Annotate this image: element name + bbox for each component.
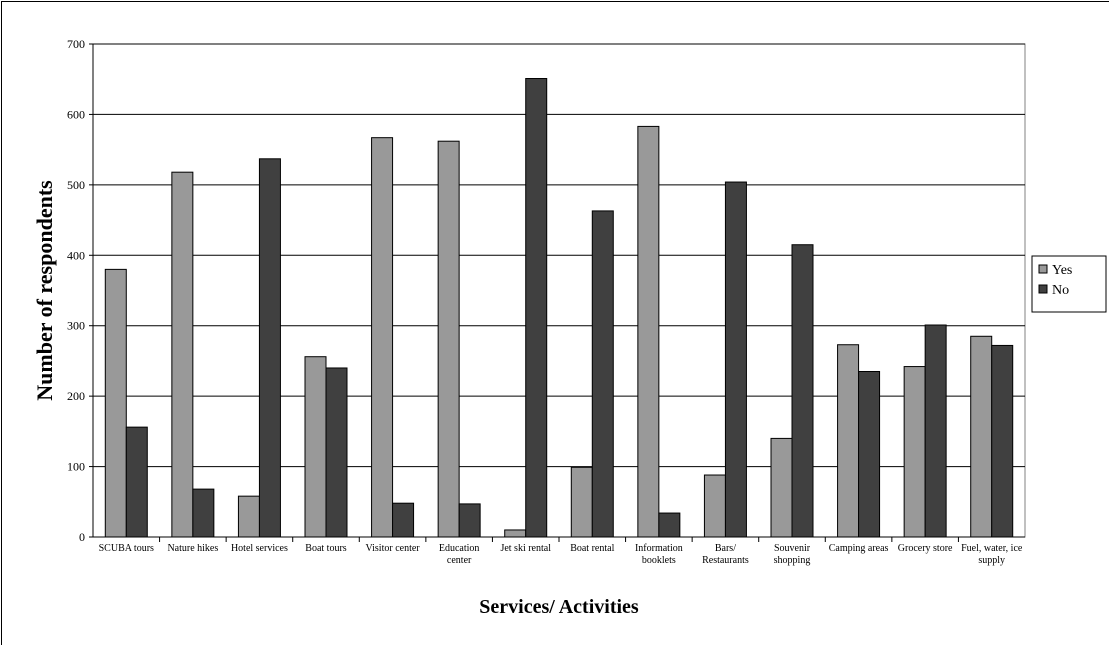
bar-no — [525, 78, 548, 538]
y-tick-label: 0 — [79, 530, 85, 544]
x-tick-label: Bars/Restaurants — [702, 543, 749, 566]
legend: Yes No — [1031, 255, 1107, 313]
bar-no — [924, 324, 947, 538]
bar-yes — [970, 335, 993, 538]
bar-yes — [570, 466, 593, 538]
y-tick-label: 100 — [67, 460, 85, 474]
x-tick-label: Fuel, water, ice supply — [961, 543, 1023, 566]
x-tick-label: Visitor center — [366, 543, 421, 554]
bar-no — [724, 181, 747, 538]
x-tick-label: Grocery store — [898, 543, 953, 554]
bar-no — [125, 426, 148, 538]
bars-group — [104, 78, 1014, 538]
bar-no — [192, 488, 215, 538]
bar-no — [392, 502, 415, 538]
bar-yes — [837, 344, 860, 538]
bar-yes — [770, 437, 793, 538]
bar-yes — [371, 137, 394, 538]
y-tick-label: 400 — [67, 248, 85, 262]
bar-no — [258, 158, 281, 538]
x-axis-title: Services/ Activities — [479, 596, 639, 618]
x-tick-label: Hotel services — [231, 543, 288, 554]
plot-area — [92, 43, 1026, 538]
x-tick-label: Jet ski rental — [500, 543, 551, 554]
bar-yes — [703, 474, 726, 538]
y-tick-label: 300 — [67, 319, 85, 333]
bar-no — [658, 512, 681, 538]
y-axis: 0 100 200 300 400 500 600 700 — [67, 37, 94, 544]
x-tick-label: Education center — [439, 543, 480, 566]
y-tick-label: 600 — [67, 107, 85, 121]
bar-yes — [637, 125, 660, 538]
legend-label-yes: Yes — [1052, 263, 1072, 278]
bar-no — [791, 244, 814, 538]
y-tick-label: 700 — [67, 37, 85, 51]
legend-swatch-no — [1038, 284, 1048, 294]
bar-yes — [171, 171, 194, 538]
x-tick-label: Boat rental — [570, 543, 614, 554]
bar-yes — [237, 495, 260, 538]
legend-swatch-yes — [1038, 264, 1048, 274]
bar-no — [858, 370, 881, 538]
bar-yes — [504, 529, 527, 538]
x-tick-label: Camping areas — [829, 543, 889, 554]
x-tick-label: Souvenir shopping — [774, 543, 811, 566]
x-tick-label: Nature hikes — [167, 543, 218, 554]
y-tick-label: 500 — [67, 178, 85, 192]
x-tick-label: Boat tours — [305, 543, 346, 554]
bar-no — [325, 367, 348, 538]
bar-no — [458, 503, 481, 538]
x-axis: SCUBA tours Nature hikes Hotel services Boa… — [93, 536, 1025, 566]
bar-yes — [437, 140, 460, 538]
bar-yes — [903, 366, 926, 538]
bar-no — [991, 344, 1014, 538]
y-axis-title: Number of respondents — [32, 180, 57, 401]
x-tick-label: SCUBA tours — [99, 543, 154, 554]
y-tick-label: 200 — [67, 389, 85, 403]
bar-yes — [304, 356, 327, 538]
x-tick-label: Information booklets — [635, 543, 683, 566]
bar-no — [591, 210, 614, 538]
bar-yes — [104, 268, 127, 538]
legend-label-no: No — [1052, 283, 1069, 298]
